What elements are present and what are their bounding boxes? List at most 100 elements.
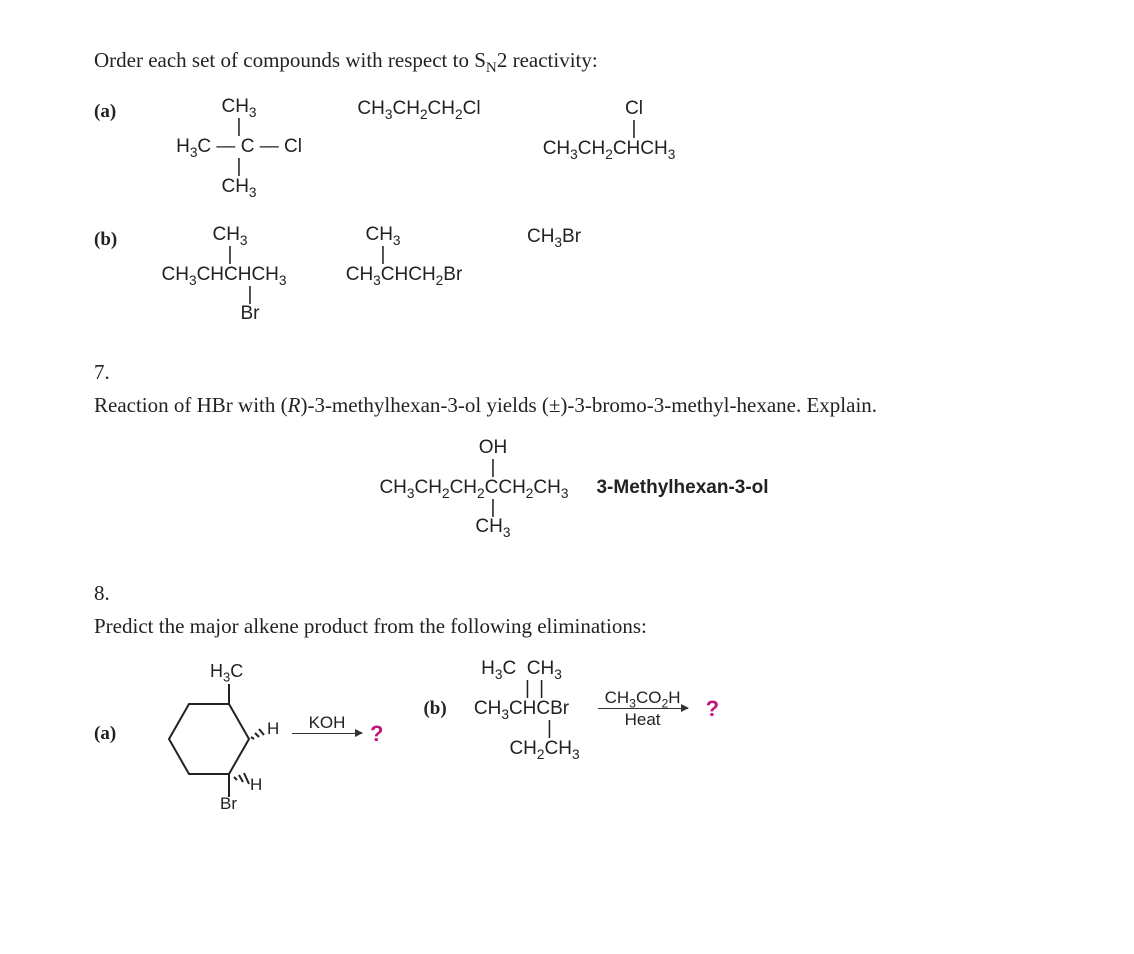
- s: 3: [503, 525, 511, 540]
- q8b-structure: H3C CH3 | | CH3CHCBr | CH2CH3: [463, 659, 579, 759]
- bond: |: [134, 245, 314, 265]
- s: 3: [668, 147, 676, 162]
- q7-structure: OH | CH3CH2CH2CCH2CH3 | CH3: [379, 438, 568, 538]
- t: CH: [545, 738, 572, 759]
- t: H: [176, 136, 190, 157]
- t: CH: [357, 98, 384, 119]
- t: CH: [221, 176, 248, 197]
- t: CH: [221, 96, 248, 117]
- t: CH: [415, 477, 442, 498]
- q8b-reagent-top: CH3CO2H: [605, 689, 681, 706]
- q8-text: Predict the major alkene product from th…: [94, 612, 1054, 640]
- q8-row: (a): [94, 659, 1054, 809]
- q7-text: Reaction of HBr with (R)-3-methylhexan-3…: [94, 391, 1054, 419]
- t: CH: [379, 477, 406, 498]
- q6-sn2-sub: N: [486, 60, 497, 76]
- t: C: [503, 658, 517, 679]
- t: CH: [474, 698, 501, 719]
- t: CH: [365, 224, 392, 245]
- t: H: [210, 661, 223, 681]
- q8a-Br: Br: [220, 794, 237, 814]
- s: 3: [279, 272, 287, 287]
- t: Cl: [625, 98, 643, 119]
- s: 3: [554, 234, 562, 249]
- s: 3: [249, 105, 257, 120]
- t: CH: [527, 226, 554, 247]
- q8a-structure: H3C H H Br: [134, 659, 284, 809]
- q8a-H1: H: [267, 719, 279, 739]
- q8a-block: (a): [94, 659, 383, 809]
- arrow-icon: [292, 733, 362, 734]
- s: 3: [240, 232, 248, 247]
- q6a-c2: CH3CH2CH2Cl: [324, 97, 514, 119]
- t: CH: [162, 264, 189, 285]
- t: CH: [533, 477, 560, 498]
- t: CHCBr: [509, 698, 569, 719]
- t: CH: [392, 98, 419, 119]
- t: CH: [428, 98, 455, 119]
- t: C: [230, 661, 243, 681]
- q6-stem-prefix: Order each set of compounds with respect…: [94, 48, 474, 72]
- s: 3: [407, 485, 415, 500]
- bond: |: [154, 157, 324, 177]
- bond: |: [379, 458, 568, 478]
- t: H3C: [210, 661, 243, 682]
- bond: |: [463, 719, 579, 739]
- t: CH: [212, 224, 239, 245]
- q6-sn2-tail: 2 reactivity:: [497, 48, 598, 72]
- q8b-reagent-bot: Heat: [625, 711, 661, 728]
- q8-num: 8.: [94, 581, 1054, 606]
- q8b-product: ?: [706, 696, 719, 722]
- s: 2: [420, 107, 428, 122]
- t: CH: [578, 138, 605, 159]
- arrow-icon: [598, 708, 688, 709]
- q8b-label: (b): [423, 698, 463, 720]
- q7-text-b: )-3-methylhexan-3-ol yields (±)-3-bromo-…: [300, 393, 877, 417]
- t: CH: [527, 658, 554, 679]
- bond: |: [514, 119, 704, 139]
- q6b-label: (b): [94, 229, 134, 251]
- q8a-reagent: KOH: [309, 714, 346, 731]
- s: 3: [393, 232, 401, 247]
- t: Br: [562, 226, 581, 247]
- s: 2: [477, 485, 485, 500]
- t: C — C — Cl: [197, 136, 302, 157]
- s: 3: [189, 272, 197, 287]
- q6b-c2: CH3 | CH3CHCH2Br: [314, 225, 494, 285]
- q6b-c1: CH3 | CH3CHCHCH3 | Br: [134, 225, 314, 325]
- q7-num: 7.: [94, 360, 1054, 385]
- t: CH: [346, 264, 373, 285]
- s: 2: [537, 746, 545, 761]
- s: 2: [605, 147, 613, 162]
- t: CO: [636, 688, 662, 707]
- q6a-c1: CH3 | H3C — C — Cl | CH3: [154, 97, 324, 197]
- t: CH: [509, 738, 536, 759]
- t: CH: [543, 138, 570, 159]
- bond: |: [154, 117, 324, 137]
- s: 3: [561, 485, 569, 500]
- bond: | |: [463, 679, 579, 699]
- t: CHCH: [381, 264, 436, 285]
- t: CH: [450, 477, 477, 498]
- t: CH: [475, 516, 502, 537]
- bond: |: [379, 498, 568, 518]
- t: H: [481, 658, 495, 679]
- s: 3: [495, 667, 503, 682]
- q7-text-a: Reaction of HBr with (: [94, 393, 288, 417]
- t: CHCH: [613, 138, 668, 159]
- s: 3: [570, 147, 578, 162]
- q8a-arrow: KOH: [292, 714, 362, 753]
- q8b-arrow: CH3CO2H Heat: [598, 689, 688, 728]
- q6-stem: Order each set of compounds with respect…: [94, 48, 1054, 73]
- q6b-row: (b) CH3 | CH3CHCHCH3 | Br CH3 | CH3CHCH2…: [94, 225, 1054, 325]
- s: 2: [442, 485, 450, 500]
- page-container: Order each set of compounds with respect…: [0, 0, 1134, 849]
- q6a-label: (a): [94, 101, 134, 123]
- spacer: [325, 736, 330, 753]
- s: 2: [455, 107, 463, 122]
- t: Cl: [463, 98, 481, 119]
- t: CCH: [485, 477, 526, 498]
- q8a-label: (a): [94, 723, 134, 745]
- s: 3: [572, 746, 580, 761]
- q8a-product: ?: [370, 721, 383, 747]
